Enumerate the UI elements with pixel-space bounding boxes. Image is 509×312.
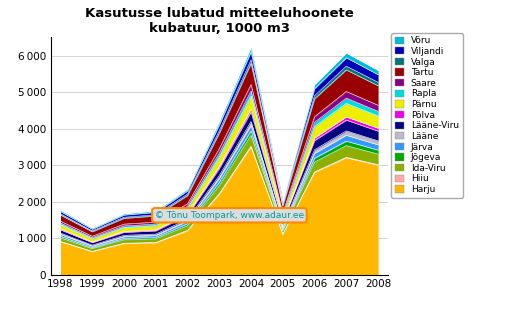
Title: Kasutusse lubatud mitteeluhoonete
kubatuur, 1000 m3: Kasutusse lubatud mitteeluhoonete kubatu…	[85, 7, 353, 35]
Legend: Võru, Viljandi, Valga, Tartu, Saare, Rapla, Pärnu, Põlva, Lääne-Viru, Lääne, Jär: Võru, Viljandi, Valga, Tartu, Saare, Rap…	[390, 33, 462, 198]
Text: © Tõnu Toompark, www.adaur.ee: © Tõnu Toompark, www.adaur.ee	[155, 211, 303, 220]
